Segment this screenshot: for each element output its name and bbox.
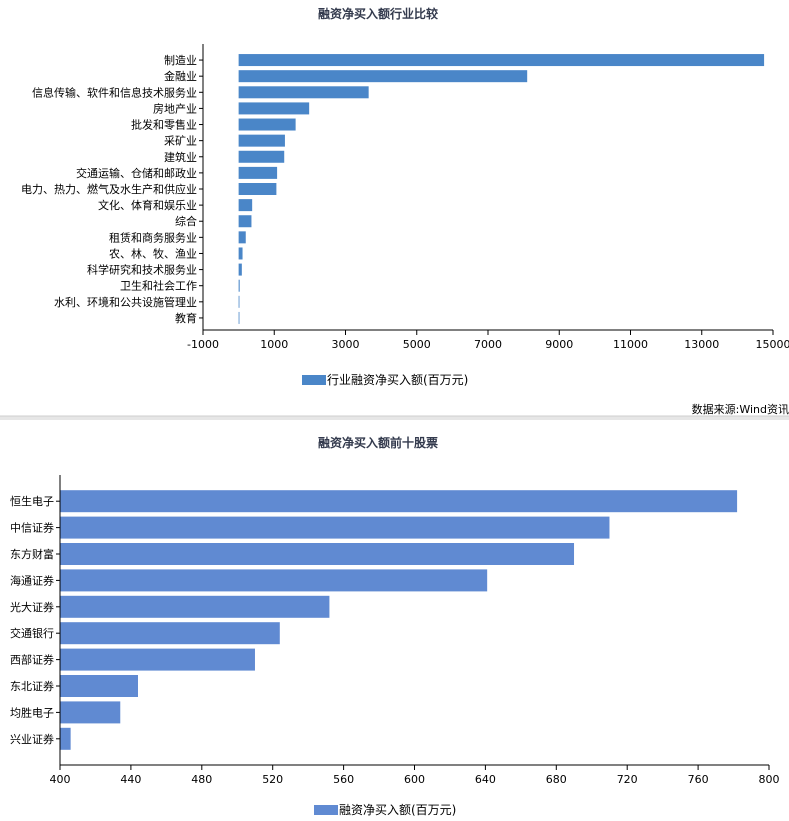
x-tick-label: -1000 — [187, 338, 219, 351]
bar[interactable] — [238, 134, 285, 147]
industry-legend-swatch — [302, 375, 326, 385]
bar[interactable] — [238, 199, 253, 212]
x-tick-label: 9000 — [545, 338, 573, 351]
category-label: 水利、环境和公共设施管理业 — [54, 295, 197, 309]
x-tick-label: 3000 — [332, 338, 360, 351]
stock-legend[interactable]: 融资净买入额(百万元) — [314, 803, 456, 817]
industry-chart: 融资净买入额行业比较 制造业金融业信息传输、软件和信息技术服务业房地产业批发和零… — [21, 6, 789, 416]
bar[interactable] — [60, 622, 280, 645]
bar[interactable] — [238, 311, 240, 324]
bar[interactable] — [238, 231, 246, 244]
x-tick-label: 520 — [262, 773, 283, 786]
category-label: 西部证券 — [10, 653, 54, 667]
industry-chart-title: 融资净买入额行业比较 — [318, 6, 438, 21]
category-label: 卫生和社会工作 — [120, 279, 197, 293]
x-tick-label: 7000 — [474, 338, 502, 351]
category-label: 金融业 — [164, 69, 197, 83]
bar[interactable] — [238, 295, 240, 308]
bar[interactable] — [238, 70, 528, 83]
x-tick-label: 560 — [333, 773, 354, 786]
bar[interactable] — [238, 54, 765, 67]
category-label: 文化、体育和娱乐业 — [98, 198, 197, 212]
category-label: 东北证券 — [10, 679, 54, 693]
category-label: 教育 — [175, 311, 197, 325]
bar[interactable] — [60, 727, 71, 750]
x-tick-label: 800 — [759, 773, 780, 786]
bar[interactable] — [238, 247, 243, 260]
category-label: 租赁和商务服务业 — [109, 230, 197, 244]
x-tick-label: 680 — [546, 773, 567, 786]
x-tick-label: 480 — [191, 773, 212, 786]
category-label: 房地产业 — [153, 101, 197, 115]
stock-legend-swatch — [314, 805, 338, 815]
bar[interactable] — [60, 543, 575, 565]
bar[interactable] — [238, 263, 242, 276]
stock-chart-title: 融资净买入额前十股票 — [318, 435, 438, 450]
category-label: 东方财富 — [10, 547, 54, 561]
bar[interactable] — [60, 490, 738, 513]
category-label: 光大证券 — [10, 600, 54, 614]
bar[interactable] — [238, 166, 278, 179]
stock-legend-label: 融资净买入额(百万元) — [339, 803, 456, 817]
bar[interactable] — [238, 118, 296, 131]
source-note: 数据来源:Wind资讯 — [692, 402, 789, 416]
industry-legend-label: 行业融资净买入额(百万元) — [327, 373, 468, 387]
x-tick-label: 640 — [475, 773, 496, 786]
category-label: 电力、热力、燃气及水生产和供应业 — [21, 182, 197, 196]
x-tick-label: 13000 — [684, 338, 719, 351]
category-label: 均胜电子 — [10, 705, 54, 719]
x-tick-label: 760 — [688, 773, 709, 786]
category-label: 交通银行 — [10, 626, 54, 640]
x-tick-label: 11000 — [613, 338, 648, 351]
x-tick-label: 1000 — [260, 338, 288, 351]
bar[interactable] — [60, 701, 121, 724]
x-tick-label: 15000 — [756, 338, 789, 351]
category-label: 信息传输、软件和信息技术服务业 — [32, 85, 197, 99]
category-label: 科学研究和技术服务业 — [87, 263, 197, 277]
bar[interactable] — [238, 183, 277, 195]
x-tick-label: 5000 — [403, 338, 431, 351]
category-label: 建筑业 — [164, 150, 197, 164]
category-label: 中信证券 — [10, 521, 54, 535]
x-tick-label: 720 — [617, 773, 638, 786]
x-tick-label: 400 — [50, 773, 71, 786]
category-label: 交通运输、仓储和邮政业 — [76, 166, 197, 180]
category-label: 兴业证券 — [10, 732, 54, 746]
bar[interactable] — [238, 215, 252, 228]
category-label: 制造业 — [164, 53, 197, 67]
industry-legend[interactable]: 行业融资净买入额(百万元) — [302, 373, 468, 387]
bar[interactable] — [60, 648, 255, 671]
bar[interactable] — [60, 516, 610, 539]
bar[interactable] — [60, 595, 330, 618]
category-label: 综合 — [175, 214, 197, 228]
category-label: 采矿业 — [164, 135, 197, 148]
category-label: 海通证券 — [10, 573, 54, 587]
category-label: 批发和零售业 — [131, 118, 197, 132]
bar[interactable] — [238, 150, 285, 163]
bar[interactable] — [60, 675, 138, 697]
stock-chart: 融资净买入额前十股票 恒生电子中信证券东方财富海通证券光大证券交通银行西部证券东… — [10, 435, 780, 817]
bar[interactable] — [60, 569, 488, 592]
bar[interactable] — [238, 102, 310, 115]
x-tick-label: 600 — [404, 773, 425, 786]
x-tick-label: 440 — [120, 773, 141, 786]
section-divider — [0, 416, 789, 420]
bar[interactable] — [238, 86, 369, 99]
category-label: 农、林、牧、渔业 — [109, 246, 197, 260]
category-label: 恒生电子 — [10, 494, 54, 508]
bar[interactable] — [238, 279, 240, 292]
